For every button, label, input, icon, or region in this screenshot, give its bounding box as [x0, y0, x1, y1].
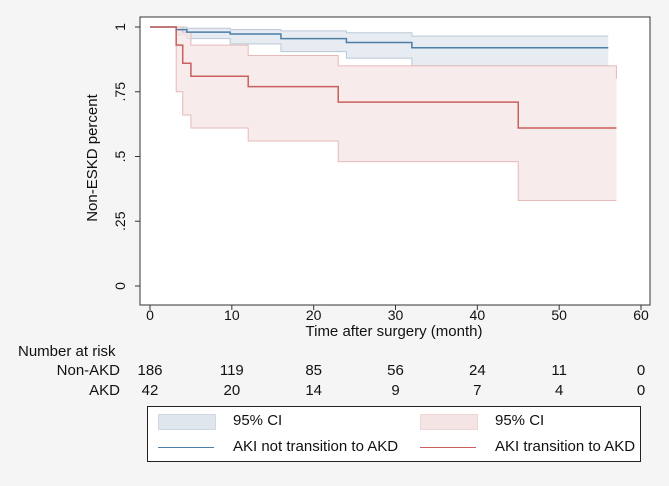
risk-cell: 11: [551, 362, 567, 379]
legend-series-1-label: AKI not transition to AKD: [233, 438, 399, 455]
risk-cell: 0: [636, 362, 646, 379]
risk-cell: 42: [141, 382, 159, 399]
risk-cell: 7: [473, 382, 482, 399]
risk-cell: 85: [305, 362, 322, 379]
risk-row-label: Non-AKD: [56, 362, 120, 379]
x-tick-label-20: 20: [306, 307, 322, 323]
legend: 95% CI AKI not transition to AKD 95% CI …: [147, 406, 641, 462]
y-tick-label-.75: .75: [112, 82, 128, 102]
x-tick-label-60: 60: [633, 307, 649, 323]
y-tick-label-1: 1: [112, 23, 128, 31]
legend-ci-swatch-red: [420, 414, 478, 430]
ci-band-1: [150, 27, 609, 66]
ci-upper-2: [150, 26, 617, 79]
x-axis-label: Time after surgery (month): [306, 323, 483, 340]
risk-cell: 24: [468, 362, 486, 379]
legend-line-blue: [158, 447, 214, 448]
survival-line-1: [150, 26, 609, 49]
y-tick-label-0: 0: [112, 282, 128, 290]
risk-cell: 20: [223, 382, 241, 399]
legend-ci-label: 95% CI: [233, 412, 283, 429]
risk-cell: 0: [636, 382, 646, 399]
risk-cell: 4: [554, 382, 564, 399]
ci-upper-1: [150, 26, 609, 37]
risk-row-label: AKD: [89, 382, 120, 399]
survival-line-2: [150, 26, 617, 129]
legend-ci-swatch-blue: [158, 414, 216, 430]
legend-series-2-label: AKI transition to AKD: [495, 438, 636, 455]
ci-band-2: [150, 27, 617, 201]
x-tick-label-40: 40: [470, 307, 486, 323]
legend-line-red: [420, 447, 476, 448]
risk-cell: 14: [305, 382, 322, 399]
ci-bands: [150, 26, 617, 202]
x-tick-label-30: 30: [388, 307, 404, 323]
ci-lower-2: [150, 26, 617, 202]
risk-table-title: Number at risk: [18, 343, 116, 360]
x-tick-label-50: 50: [551, 307, 567, 323]
risk-cell: 56: [387, 362, 404, 379]
y-axis-label: Non-ESKD percent: [84, 93, 101, 221]
y-tick-label-.25: .25: [112, 211, 128, 231]
axes: 0 10 20 30 40 50 60 0 .25 .5 .75 1: [112, 23, 649, 323]
risk-cell: 119: [219, 362, 244, 379]
survival-lines: [150, 26, 617, 129]
risk-cell: 186: [137, 362, 163, 379]
legend-ci-label-2: 95% CI: [495, 412, 545, 429]
risk-cell: 9: [391, 382, 400, 399]
y-tick-label-.5: .5: [112, 150, 128, 162]
x-tick-label-10: 10: [224, 307, 240, 323]
x-tick-label-0: 0: [146, 307, 154, 323]
